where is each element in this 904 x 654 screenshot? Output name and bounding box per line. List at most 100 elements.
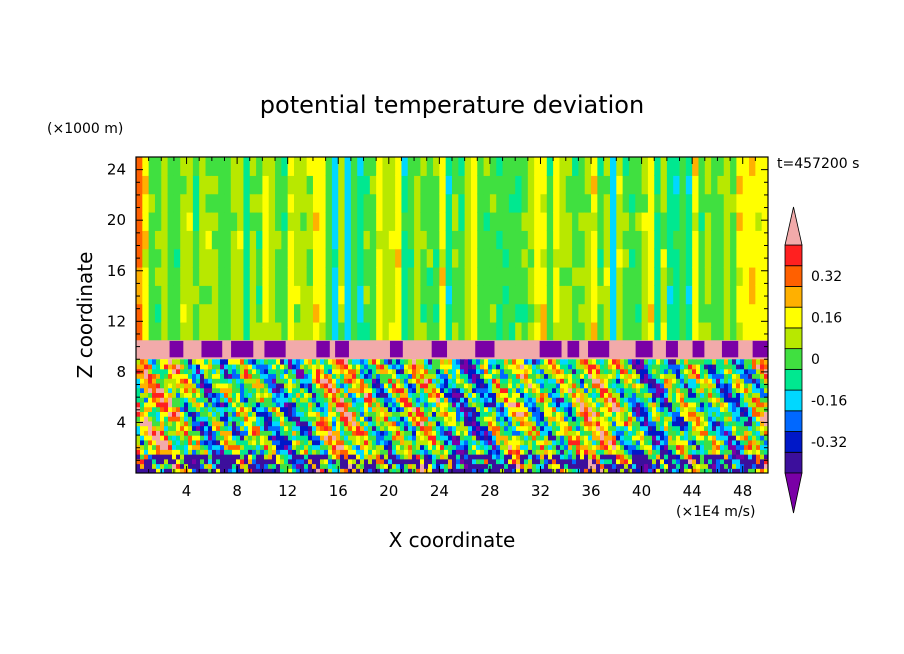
heatmap-cell-lower [192, 416, 197, 422]
heatmap-cell-lower [344, 425, 349, 431]
heatmap-cell-lower [432, 397, 437, 403]
heatmap-cell-lower [260, 387, 265, 394]
heatmap-cell-upper [515, 303, 523, 323]
heatmap-cell-lower [196, 449, 201, 455]
heatmap-cell-lower [296, 454, 301, 460]
heatmap-cell-lower [660, 378, 665, 384]
heatmap-cell-lower [276, 449, 281, 455]
heatmap-cell-lower [472, 401, 477, 408]
heatmap-cell-lower [408, 444, 413, 450]
heatmap-cell-upper [211, 157, 219, 176]
heatmap-cell-lower [672, 444, 677, 450]
heatmap-cell-lower [256, 449, 261, 455]
heatmap-cell-lower [412, 454, 417, 460]
heatmap-cell-lower [452, 439, 457, 446]
heatmap-cell-lower [560, 444, 565, 450]
heatmap-cell-lower [252, 468, 257, 473]
heatmap-cell-lower [692, 463, 697, 469]
heatmap-cell-lower [516, 463, 521, 469]
heatmap-cell-lower [224, 397, 229, 403]
heatmap-cell-upper [711, 303, 719, 323]
heatmap-cell-upper [534, 248, 542, 268]
heatmap-cell-lower [344, 430, 349, 436]
heatmap-cell-lower [496, 439, 501, 446]
heatmap-cell-lower [536, 458, 541, 465]
heatmap-cell-lower [260, 463, 265, 469]
heatmap-cell-lower [756, 382, 761, 389]
heatmap-cell-lower [696, 387, 701, 394]
heatmap-cell-lower [764, 439, 768, 446]
heatmap-cell-lower [648, 401, 653, 408]
heatmap-cell-upper [331, 303, 339, 323]
heatmap-cell-lower [416, 411, 421, 417]
heatmap-cell-lower [684, 382, 689, 389]
heatmap-cell-lower [540, 387, 545, 394]
heatmap-cell-lower [600, 430, 605, 436]
heatmap-cell-lower [296, 401, 301, 408]
heatmap-cell-lower [640, 425, 645, 431]
heatmap-cell-lower [340, 411, 345, 417]
heatmap-cell-lower [564, 397, 569, 403]
heatmap-cell-upper [192, 211, 200, 231]
heatmap-cell-lower [584, 406, 589, 412]
heatmap-cell-lower [528, 468, 533, 473]
heatmap-cell-lower [668, 392, 673, 398]
heatmap-cell-lower [592, 387, 597, 394]
heatmap-cell-lower [604, 449, 609, 455]
heatmap-cell-lower [556, 416, 561, 422]
heatmap-cell-lower [432, 425, 437, 431]
heatmap-cell-lower [264, 458, 269, 465]
heatmap-cell-upper [458, 285, 466, 305]
heatmap-cell-lower [440, 449, 445, 455]
heatmap-cell-lower [228, 458, 233, 465]
heatmap-cell-lower [688, 454, 693, 460]
heatmap-cell-lower [304, 449, 309, 455]
heatmap-cell-lower [508, 430, 513, 436]
heatmap-cell-lower [704, 411, 709, 417]
heatmap-cell-upper [331, 157, 339, 176]
heatmap-cell-lower [160, 378, 165, 384]
heatmap-cell-lower [720, 420, 725, 427]
heatmap-cell-lower [428, 368, 433, 375]
heatmap-cell-upper [540, 230, 548, 250]
heatmap-cell-lower [688, 416, 693, 422]
heatmap-cell-lower [748, 378, 753, 384]
heatmap-cell-lower [532, 368, 537, 375]
heatmap-cell-lower [436, 363, 441, 370]
heatmap-cell-lower [732, 378, 737, 384]
heatmap-cell-lower [744, 368, 749, 375]
heatmap-cell-upper [439, 303, 447, 323]
heatmap-cell-lower [324, 439, 329, 446]
heatmap-cell-upper [142, 303, 150, 323]
heatmap-cell-lower [716, 468, 721, 473]
heatmap-cell-lower [644, 368, 649, 375]
heatmap-cell-lower [716, 420, 721, 427]
heatmap-cell-upper [660, 285, 668, 305]
heatmap-cell-upper [180, 157, 188, 176]
heatmap-cell-lower [368, 439, 373, 446]
heatmap-cell-lower [636, 463, 641, 469]
heatmap-cell-lower [648, 363, 653, 370]
heatmap-cell-lower [184, 458, 189, 465]
heatmap-cell-lower [144, 368, 149, 375]
heatmap-cell-upper [199, 321, 207, 341]
heatmap-cell-lower [624, 387, 629, 394]
heatmap-cell-lower [628, 444, 633, 450]
heatmap-cell-lower [472, 368, 477, 375]
heatmap-cell-lower [312, 363, 317, 370]
heatmap-cell-lower [136, 463, 141, 469]
heatmap-cell-upper [502, 303, 510, 323]
heatmap-cell-lower [268, 397, 273, 403]
heatmap-cell-lower [676, 468, 681, 473]
heatmap-cell-lower [508, 416, 513, 422]
heatmap-cell-lower [196, 359, 201, 365]
heatmap-cell-lower [304, 359, 309, 365]
heatmap-cell-lower [644, 406, 649, 412]
heatmap-cell-upper [407, 248, 415, 268]
heatmap-cell-lower [704, 420, 709, 427]
heatmap-cell-lower [360, 363, 365, 370]
heatmap-cell-lower [368, 401, 373, 408]
heatmap-cell-lower [272, 387, 277, 394]
heatmap-cell-upper [281, 211, 289, 231]
